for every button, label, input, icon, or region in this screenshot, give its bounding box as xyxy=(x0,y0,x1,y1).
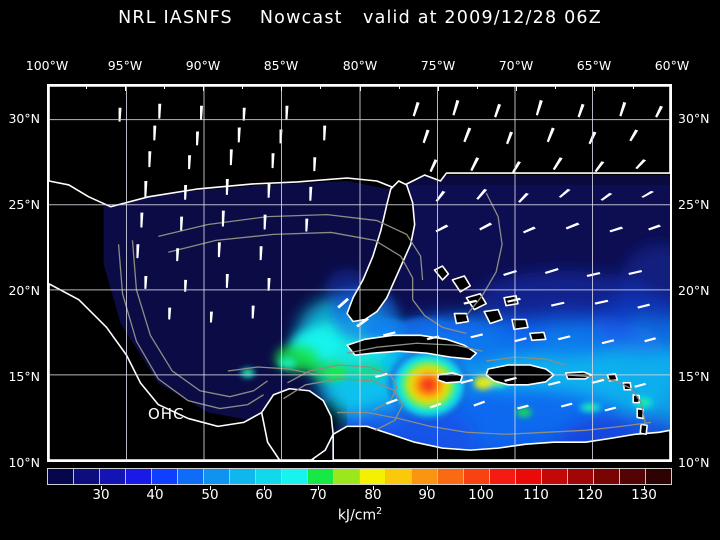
lon-major-tick xyxy=(360,84,361,91)
lat-label-right-10n: 10°N xyxy=(678,455,710,470)
cb-tick xyxy=(590,486,591,490)
lon-major-tick xyxy=(125,84,126,91)
lon-label-90w: 90°W xyxy=(185,58,221,73)
cb-label-60: 60 xyxy=(255,487,273,503)
colorbar-swatch-16[interactable] xyxy=(464,469,490,484)
colorbar-swatch-20[interactable] xyxy=(568,469,594,484)
colorbar-swatch-1[interactable] xyxy=(74,469,100,484)
cb-label-80: 80 xyxy=(364,487,382,503)
lon-label-80w: 80°W xyxy=(342,58,378,73)
lon-minor-tick xyxy=(633,84,634,89)
cb-tick xyxy=(155,486,156,490)
warm-core-eddy xyxy=(388,349,469,421)
colorbar-swatch-11[interactable] xyxy=(334,469,360,484)
graticule xyxy=(49,86,670,460)
colorbar-unit-text: kJ/cm xyxy=(337,507,377,524)
colorbar-swatch-19[interactable] xyxy=(542,469,568,484)
colorbar-swatch-3[interactable] xyxy=(126,469,152,484)
cb-tick xyxy=(373,486,374,490)
colorbar[interactable] xyxy=(47,468,672,485)
colorbar-swatch-22[interactable] xyxy=(620,469,646,484)
colorbar-swatch-14[interactable] xyxy=(412,469,438,484)
lon-minor-tick xyxy=(399,84,400,89)
lon-major-tick xyxy=(594,84,595,91)
lon-major-tick xyxy=(438,84,439,91)
colorbar-swatch-21[interactable] xyxy=(594,469,620,484)
colorbar-swatch-4[interactable] xyxy=(152,469,178,484)
colorbar-swatch-7[interactable] xyxy=(230,469,256,484)
cb-tick xyxy=(318,486,319,490)
map-panel[interactable] xyxy=(47,84,672,462)
cb-label-120: 120 xyxy=(577,487,603,503)
cb-label-40: 40 xyxy=(146,487,164,503)
cb-label-100: 100 xyxy=(468,487,494,503)
cb-label-50: 50 xyxy=(201,487,219,503)
colorbar-swatch-18[interactable] xyxy=(516,469,542,484)
colorbar-swatch-8[interactable] xyxy=(256,469,282,484)
lon-label-85w: 85°W xyxy=(263,58,299,73)
lon-minor-tick xyxy=(164,84,165,89)
colorbar-swatch-5[interactable] xyxy=(178,469,204,484)
current-vectors xyxy=(118,99,664,412)
lat-label-left-15n: 15°N xyxy=(8,369,40,384)
cb-tick xyxy=(427,486,428,490)
cb-label-90: 90 xyxy=(418,487,436,503)
colorbar-swatch-13[interactable] xyxy=(386,469,412,484)
cb-label-70: 70 xyxy=(309,487,327,503)
lon-label-95w: 95°W xyxy=(107,58,143,73)
cb-tick xyxy=(536,486,537,490)
lat-label-left-30n: 30°N xyxy=(8,111,40,126)
lon-major-tick xyxy=(516,84,517,91)
colorbar-swatch-12[interactable] xyxy=(360,469,386,484)
lon-label-65w: 65°W xyxy=(576,58,612,73)
colorbar-swatch-15[interactable] xyxy=(438,469,464,484)
colorbar-swatch-23[interactable] xyxy=(646,469,671,484)
lat-label-right-15n: 15°N xyxy=(678,369,710,384)
colorbar-swatch-17[interactable] xyxy=(490,469,516,484)
lat-label-right-25n: 25°N xyxy=(678,197,710,212)
colorbar-swatch-9[interactable] xyxy=(282,469,308,484)
figure-title: NRL IASNFS Nowcast valid at 2009/12/28 0… xyxy=(118,8,602,28)
cb-tick xyxy=(481,486,482,490)
bathymetry-contours xyxy=(117,192,652,435)
lat-label-left-25n: 25°N xyxy=(8,197,40,212)
lon-label-60w: 60°W xyxy=(654,58,690,73)
lat-label-right-20n: 20°N xyxy=(678,283,710,298)
ohc-annotation: OHC xyxy=(148,405,185,423)
lon-minor-tick xyxy=(86,84,87,89)
colorbar-swatch-6[interactable] xyxy=(204,469,230,484)
lon-minor-tick xyxy=(555,84,556,89)
lon-label-75w: 75°W xyxy=(420,58,456,73)
cb-tick xyxy=(644,486,645,490)
lon-minor-tick xyxy=(242,84,243,89)
cb-tick xyxy=(210,486,211,490)
cb-tick xyxy=(264,486,265,490)
lon-label-70w: 70°W xyxy=(498,58,534,73)
lat-label-left-20n: 20°N xyxy=(8,283,40,298)
colorbar-swatch-10[interactable] xyxy=(308,469,334,484)
lat-label-right-30n: 30°N xyxy=(678,111,710,126)
lon-major-tick xyxy=(203,84,204,91)
colorbar-unit-label: kJ/cm2 xyxy=(0,506,720,524)
lat-label-left-10n: 10°N xyxy=(8,455,40,470)
lon-minor-tick xyxy=(477,84,478,89)
cb-label-110: 110 xyxy=(523,487,549,503)
ohc-raster xyxy=(49,86,670,460)
cb-label-130: 130 xyxy=(631,487,657,503)
lon-minor-tick xyxy=(320,84,321,89)
lon-major-tick xyxy=(281,84,282,91)
colorbar-swatch-0[interactable] xyxy=(48,469,74,484)
colorbar-unit-exponent: 2 xyxy=(376,506,383,517)
colorbar-swatch-2[interactable] xyxy=(100,469,126,484)
cb-tick xyxy=(101,486,102,490)
cb-label-30: 30 xyxy=(92,487,110,503)
map-canvas xyxy=(49,86,670,460)
lon-label-100w: 100°W xyxy=(25,58,69,73)
